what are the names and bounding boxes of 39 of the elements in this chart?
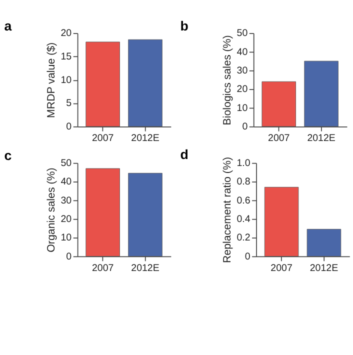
x-tick-label: 2012E	[307, 133, 336, 144]
y-tick-label: 30	[236, 66, 248, 77]
y-tick-label: 1.0	[236, 158, 251, 170]
y-tick-label: 0.4	[236, 214, 251, 226]
y-tick-label: 0.8	[236, 176, 250, 188]
y-axis-title: MRDP value ($)	[45, 42, 58, 118]
y-tick-label: 10	[236, 102, 248, 114]
y-tick-label: 10	[60, 232, 72, 244]
chart-title: b	[180, 18, 188, 34]
y-tick-label: 0	[242, 122, 248, 133]
y-tick-label: 0.2	[236, 232, 250, 244]
y-tick-label: 15	[60, 52, 72, 63]
chart-title: c	[4, 148, 12, 164]
x-tick-label: 2007	[270, 262, 292, 274]
y-tick-label: 0	[66, 251, 72, 262]
y-tick-label: 10	[60, 74, 72, 86]
y-tick-label: 0	[66, 122, 72, 133]
y-tick-label: 50	[60, 158, 72, 170]
chart-title: d	[180, 147, 188, 162]
x-tick-label: 2012E	[131, 133, 160, 144]
x-tick-label: 2012E	[310, 262, 339, 274]
x-tick-label: 2007	[92, 133, 114, 144]
y-tick-label: 20	[60, 28, 72, 40]
x-tick-label: 2007	[268, 133, 290, 144]
y-tick-label: 40	[60, 176, 72, 188]
y-axis-title: Biologics sales (%)	[222, 35, 234, 126]
y-axis-title: Organic sales (%)	[45, 168, 58, 252]
x-tick-label: 2012E	[131, 262, 160, 274]
y-tick-label: 0	[244, 251, 251, 262]
y-tick-label: 40	[236, 46, 248, 58]
y-tick-label: 5	[66, 98, 72, 110]
y-axis-title: Replacement ratio (%)	[221, 157, 234, 264]
y-tick-label: 30	[60, 195, 72, 206]
y-tick-label: 20	[60, 214, 72, 226]
y-tick-label: 0.6	[236, 195, 250, 206]
x-tick-label: 2007	[92, 262, 114, 274]
chart-title: a	[4, 18, 12, 34]
y-tick-label: 50	[236, 28, 248, 40]
y-tick-label: 20	[236, 84, 248, 96]
